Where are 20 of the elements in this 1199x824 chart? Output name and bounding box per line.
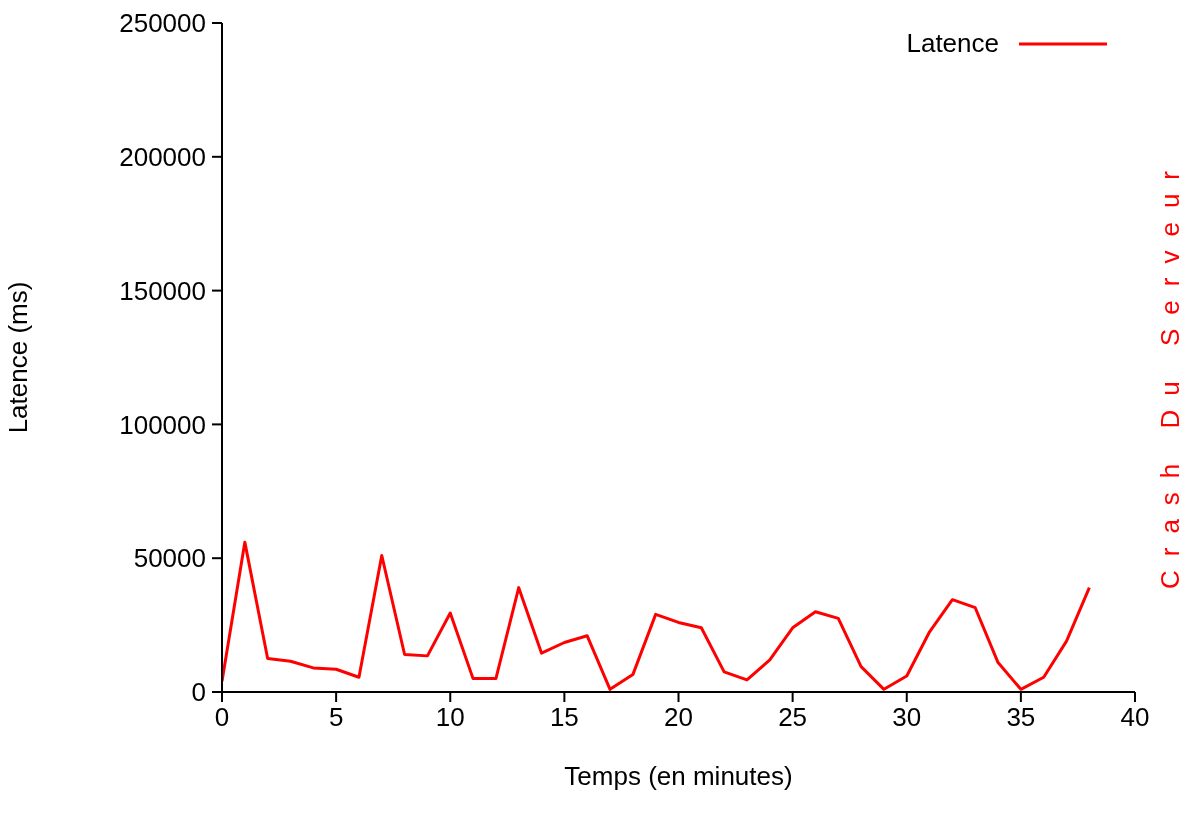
y-tick-label: 150000: [119, 275, 206, 306]
x-tick-label: 5: [328, 702, 344, 733]
x-axis-title: Temps (en minutes): [564, 761, 793, 791]
y-tick-label: 250000: [119, 8, 206, 39]
y2-axis-title: Crash Du Serveur: [1155, 156, 1185, 590]
legend-label: Latence: [906, 28, 999, 59]
line-series: [222, 540, 1091, 691]
x-tick-label: 0: [214, 702, 230, 733]
y-axis-title: Latence (ms): [3, 281, 34, 434]
x-tick-label: 15: [549, 702, 579, 733]
x-tick-label: 25: [778, 702, 808, 733]
x-tick-label: 35: [1006, 702, 1036, 733]
y-tick-label: 50000: [133, 543, 206, 574]
x-tick-label: 30: [892, 702, 922, 733]
x-tick-label: 10: [435, 702, 465, 733]
x-tick-label: 40: [1120, 702, 1150, 733]
y-tick-label: 200000: [119, 142, 206, 173]
x-tick-label: 20: [664, 702, 693, 733]
y-tick-label: 100000: [119, 409, 206, 440]
y-tick-label: 0: [191, 677, 206, 708]
